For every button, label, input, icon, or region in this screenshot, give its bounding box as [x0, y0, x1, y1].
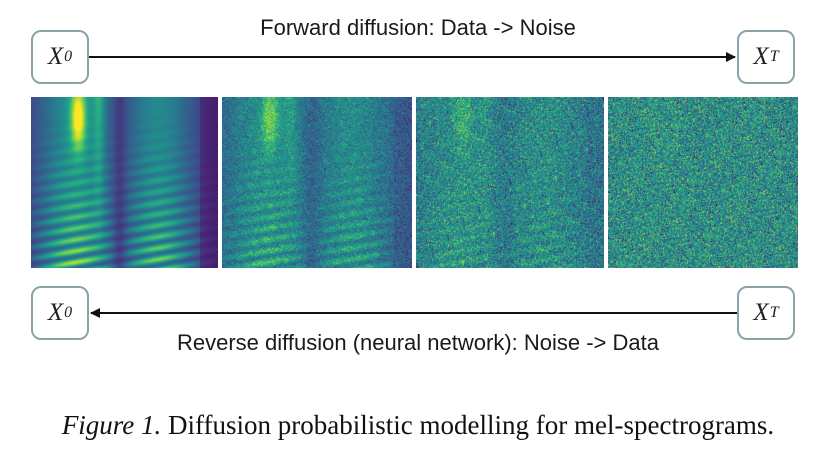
node-symbol: X — [47, 299, 64, 326]
mel-spectrogram-clean — [31, 97, 218, 268]
figure-number: Figure 1. — [61, 410, 162, 440]
forward-diffusion-label: Forward diffusion: Data -> Noise — [260, 15, 576, 40]
reverse-diffusion-label: Reverse diffusion (neural network): Nois… — [177, 330, 659, 355]
node-subscript: 0 — [64, 48, 73, 65]
caption-text: Diffusion probabilistic modelling for me… — [161, 410, 775, 440]
node-symbol: X — [753, 299, 769, 326]
mel-spectrogram-high-noise — [416, 97, 604, 268]
mel-spectrogram-pure-noise — [608, 97, 798, 268]
node-symbol: X — [753, 43, 769, 70]
figure-caption: Figure 1. Diffusion probabilistic modell… — [0, 410, 836, 441]
node-subscript: T — [769, 304, 779, 321]
node-subscript: T — [769, 48, 779, 65]
node-subscript: 0 — [64, 304, 73, 321]
mel-spectrogram-low-noise — [222, 97, 412, 268]
node-symbol: X — [47, 43, 64, 70]
